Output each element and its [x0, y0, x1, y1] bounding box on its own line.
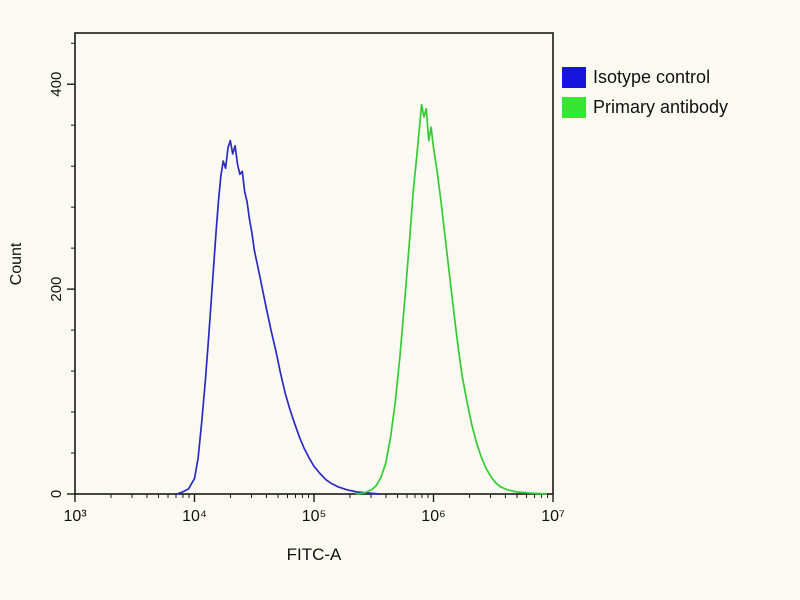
- legend-label-isotype-control: Isotype control: [593, 66, 711, 87]
- x-tick-label: 10⁵: [302, 508, 326, 525]
- y-axis-title: Count: [8, 242, 25, 285]
- isotype-control-swatch: [562, 66, 586, 88]
- axis-ticks: 10³ 10⁴ 10⁵ 10⁶ 10⁷ 0 200 400: [48, 42, 565, 525]
- curve-isotype-control: [176, 139, 380, 495]
- legend: Isotype control Primary antibody: [562, 62, 728, 122]
- y-tick-label: 200: [48, 277, 65, 302]
- legend-label-primary-antibody: Primary antibody: [593, 96, 729, 117]
- x-tick-label: 10⁴: [182, 508, 207, 525]
- legend-item-primary-antibody: Primary antibody: [562, 92, 728, 122]
- plot-frame: [74, 32, 554, 495]
- x-axis-title: FITC-A: [287, 545, 342, 564]
- primary-antibody-swatch: [562, 96, 586, 118]
- x-tick-label: 10³: [63, 508, 87, 525]
- x-tick-label: 10⁷: [541, 508, 565, 525]
- curve-primary-antibody: [355, 103, 548, 495]
- y-tick-label: 400: [48, 72, 65, 97]
- histogram-curves: [176, 103, 548, 495]
- x-tick-label: 10⁶: [421, 508, 445, 525]
- y-tick-label: 0: [48, 490, 65, 498]
- legend-item-isotype-control: Isotype control: [562, 62, 728, 92]
